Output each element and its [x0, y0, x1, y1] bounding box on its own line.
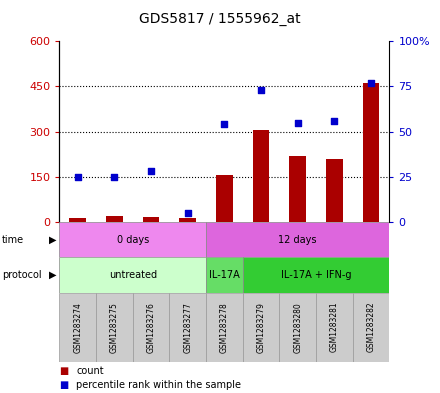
- Text: GSM1283278: GSM1283278: [220, 302, 229, 353]
- Text: GSM1283274: GSM1283274: [73, 302, 82, 353]
- Bar: [253, 130, 269, 222]
- Text: GSM1283279: GSM1283279: [257, 302, 266, 353]
- Point: [111, 174, 118, 180]
- Point: [294, 119, 301, 126]
- Point: [367, 80, 374, 86]
- Bar: [133, 293, 169, 362]
- Bar: [243, 257, 389, 293]
- Text: 0 days: 0 days: [117, 235, 149, 245]
- Bar: [363, 83, 379, 222]
- Bar: [206, 222, 389, 257]
- Text: IL-17A + IFN-g: IL-17A + IFN-g: [281, 270, 351, 280]
- Text: count: count: [76, 366, 104, 376]
- Text: ▶: ▶: [49, 235, 57, 245]
- Text: GSM1283282: GSM1283282: [367, 302, 376, 353]
- Bar: [216, 175, 233, 222]
- Bar: [290, 156, 306, 222]
- Text: ▶: ▶: [49, 270, 57, 280]
- Point: [74, 174, 81, 180]
- Bar: [143, 217, 159, 222]
- Bar: [169, 293, 206, 362]
- Text: ■: ■: [59, 380, 69, 390]
- Bar: [70, 217, 86, 222]
- Text: time: time: [2, 235, 24, 245]
- Point: [184, 210, 191, 216]
- Bar: [59, 257, 206, 293]
- Text: 12 days: 12 days: [279, 235, 317, 245]
- Text: GSM1283281: GSM1283281: [330, 302, 339, 353]
- Bar: [206, 293, 243, 362]
- Bar: [316, 293, 353, 362]
- Text: percentile rank within the sample: percentile rank within the sample: [76, 380, 241, 390]
- Text: ■: ■: [59, 366, 69, 376]
- Bar: [243, 293, 279, 362]
- Point: [257, 87, 264, 93]
- Point: [221, 121, 228, 128]
- Text: protocol: protocol: [2, 270, 42, 280]
- Bar: [96, 293, 133, 362]
- Bar: [353, 293, 389, 362]
- Bar: [59, 222, 206, 257]
- Bar: [106, 216, 123, 222]
- Text: GSM1283277: GSM1283277: [183, 302, 192, 353]
- Bar: [206, 257, 243, 293]
- Text: GDS5817 / 1555962_at: GDS5817 / 1555962_at: [139, 12, 301, 26]
- Bar: [59, 293, 96, 362]
- Text: GSM1283280: GSM1283280: [293, 302, 302, 353]
- Point: [331, 118, 338, 124]
- Bar: [180, 219, 196, 222]
- Bar: [326, 159, 343, 222]
- Point: [147, 168, 154, 174]
- Text: GSM1283276: GSM1283276: [147, 302, 156, 353]
- Text: IL-17A: IL-17A: [209, 270, 240, 280]
- Text: untreated: untreated: [109, 270, 157, 280]
- Text: GSM1283275: GSM1283275: [110, 302, 119, 353]
- Bar: [279, 293, 316, 362]
